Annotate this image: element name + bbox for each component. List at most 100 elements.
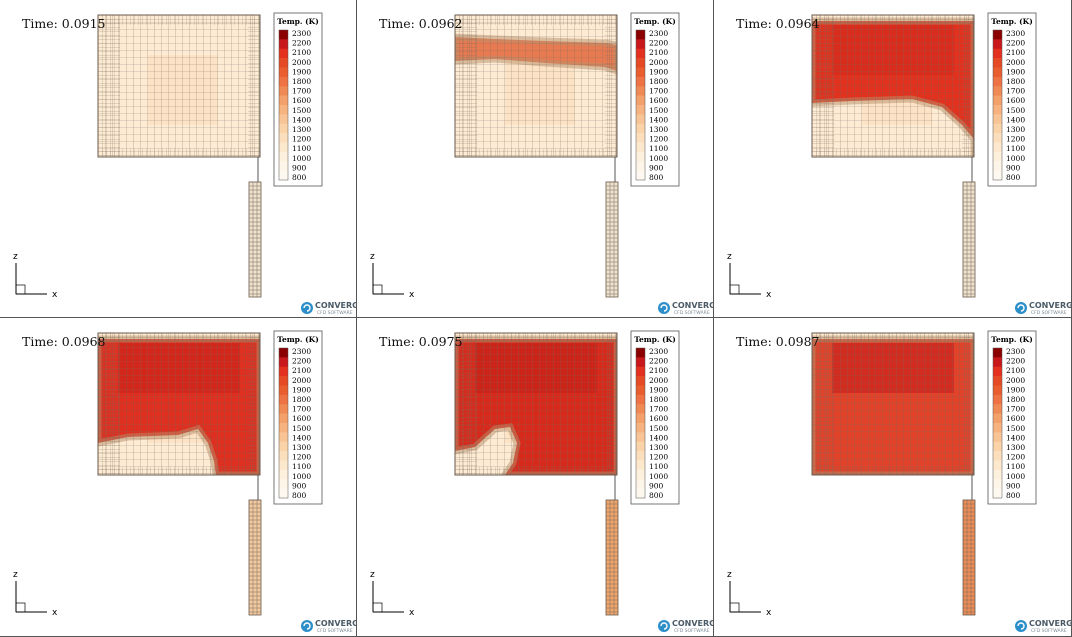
legend-tick: 1300 <box>292 443 311 452</box>
legend-tick: 1800 <box>292 395 311 404</box>
temperature-legend: Temp. (K) 2300220021002000190018001700160… <box>630 12 680 187</box>
legend-tick: 1000 <box>292 154 311 163</box>
legend-tick: 1000 <box>1006 472 1025 481</box>
legend-tick: 1800 <box>1006 77 1025 86</box>
legend-tick: 2000 <box>649 376 668 385</box>
temperature-field: Temp. (K) 2300220021002000190018001700160… <box>370 330 714 634</box>
svg-text:CONVERGE: CONVERGE <box>1029 301 1072 310</box>
legend-tick: 1600 <box>1006 96 1025 105</box>
legend-tick: 1300 <box>1006 125 1025 134</box>
legend-tick: 1100 <box>649 144 668 153</box>
simulation-panel-3: Temp. (K) 2300 2200 2100 2000 1900 1800 1700 160… <box>714 0 1072 318</box>
legend-tick: 900 <box>292 163 307 172</box>
legend-tick: 900 <box>292 481 307 490</box>
exhaust-pipe <box>605 499 619 616</box>
converge-logo: CONVERGECFD SOFTWARE <box>1015 301 1072 316</box>
exhaust-pipe <box>248 181 262 298</box>
simulation-panel-5: Temp. (K) 2300 2200 2100 2000 1900 1800 1700 160… <box>357 318 714 637</box>
temperature-legend: Temp. (K) 2300220021002000190018001700160… <box>630 330 680 505</box>
legend-tick: 2100 <box>1006 48 1025 57</box>
x-axis-label: x <box>766 608 772 618</box>
legend-tick: 1800 <box>649 77 668 86</box>
legend-tick: 1000 <box>649 154 668 163</box>
legend-tick: 1700 <box>1006 405 1025 414</box>
converge-logo: CONVERGECFD SOFTWARE <box>1015 619 1072 634</box>
legend-tick: 1700 <box>649 405 668 414</box>
legend-tick: 2200 <box>292 39 311 48</box>
legend-tick: 1500 <box>292 106 311 115</box>
temperature-field: Temp. (K) 2300220021002000190018001700160… <box>727 12 1072 316</box>
axis-triad: zx <box>370 570 415 618</box>
z-axis-label: z <box>13 570 18 580</box>
legend-tick: 1300 <box>649 443 668 452</box>
temperature-field: Temp. (K) 2300220021002000190018001700160… <box>370 12 714 316</box>
simulation-panel-1: Temp. (K) 2300 2200 2100 2000 1900 1800 1700 160… <box>0 0 357 318</box>
legend-tick: 1900 <box>292 385 311 394</box>
legend-tick: 1100 <box>1006 144 1025 153</box>
svg-text:CFD SOFTWARE: CFD SOFTWARE <box>674 628 710 634</box>
svg-text:CONVERGE: CONVERGE <box>1029 619 1072 628</box>
legend-tick: 900 <box>649 481 664 490</box>
axis-triad: zx <box>727 570 772 618</box>
legend-tick: 2100 <box>292 48 311 57</box>
legend-tick: 1000 <box>649 472 668 481</box>
legend-tick: 1000 <box>292 472 311 481</box>
x-axis-label: x <box>409 290 415 300</box>
legend-tick: 1400 <box>292 433 311 442</box>
svg-text:CONVERGE: CONVERGE <box>315 301 357 310</box>
legend-tick: 1900 <box>292 67 311 76</box>
converge-logo: CONVERGECFD SOFTWARE <box>658 301 714 316</box>
legend-tick: 1100 <box>292 462 311 471</box>
legend-tick: 1600 <box>1006 414 1025 423</box>
x-axis-label: x <box>52 608 58 618</box>
legend-tick: 1700 <box>1006 87 1025 96</box>
legend-tick: 800 <box>292 173 307 182</box>
legend-tick: 2000 <box>1006 376 1025 385</box>
temperature-field: Temp. (K) 2300220021002000190018001700160… <box>13 330 356 634</box>
legend-tick: 1300 <box>1006 443 1025 452</box>
legend-tick: 1100 <box>292 144 311 153</box>
legend-title: Temp. (K) <box>991 17 1033 26</box>
legend-tick: 1200 <box>1006 453 1025 462</box>
combustion-chamber <box>98 333 260 475</box>
svg-text:CFD SOFTWARE: CFD SOFTWARE <box>317 310 353 316</box>
time-label: Time: 0.0987 <box>736 334 820 349</box>
z-axis-label: z <box>370 252 375 262</box>
legend-tick: 2200 <box>649 39 668 48</box>
svg-text:CONVERGE: CONVERGE <box>672 619 714 628</box>
legend-tick: 2100 <box>1006 366 1025 375</box>
legend-tick: 1700 <box>649 87 668 96</box>
svg-text:CONVERGE: CONVERGE <box>672 301 714 310</box>
temperature-legend: Temp. (K) 2300220021002000190018001700160… <box>987 330 1037 505</box>
time-label: Time: 0.0962 <box>379 16 463 31</box>
exhaust-pipe <box>605 181 619 298</box>
legend-tick: 2200 <box>292 357 311 366</box>
legend-tick: 2300 <box>292 29 311 38</box>
legend-tick: 2300 <box>649 347 668 356</box>
legend-tick: 1700 <box>292 87 311 96</box>
legend-tick: 2200 <box>1006 39 1025 48</box>
legend-tick: 2000 <box>292 58 311 67</box>
simulation-panel-2: Temp. (K) 2300 2200 2100 2000 1900 1800 1700 160… <box>357 0 714 318</box>
legend-tick: 2200 <box>649 357 668 366</box>
legend-tick: 2300 <box>292 347 311 356</box>
converge-logo: CONVERGECFD SOFTWARE <box>301 301 357 316</box>
simulation-panel-4: Temp. (K) 2300 2200 2100 2000 1900 1800 1700 160… <box>0 318 357 637</box>
exhaust-pipe <box>248 499 262 616</box>
legend-title: Temp. (K) <box>277 335 319 344</box>
converge-logo: CONVERGECFD SOFTWARE <box>658 619 714 634</box>
simulation-panel-6: Temp. (K) 2300 2200 2100 2000 1900 1800 1700 160… <box>714 318 1072 637</box>
svg-text:CFD SOFTWARE: CFD SOFTWARE <box>1031 310 1067 316</box>
legend-tick: 1100 <box>649 462 668 471</box>
time-label: Time: 0.0975 <box>379 334 463 349</box>
combustion-chamber <box>98 15 260 157</box>
exhaust-pipe <box>962 181 976 298</box>
axis-triad: zx <box>370 252 415 300</box>
legend-tick: 1000 <box>1006 154 1025 163</box>
legend-tick: 1100 <box>1006 462 1025 471</box>
legend-tick: 1200 <box>649 135 668 144</box>
legend-tick: 1900 <box>1006 385 1025 394</box>
legend-tick: 2000 <box>1006 58 1025 67</box>
legend-tick: 1400 <box>292 115 311 124</box>
legend-title: Temp. (K) <box>277 17 319 26</box>
